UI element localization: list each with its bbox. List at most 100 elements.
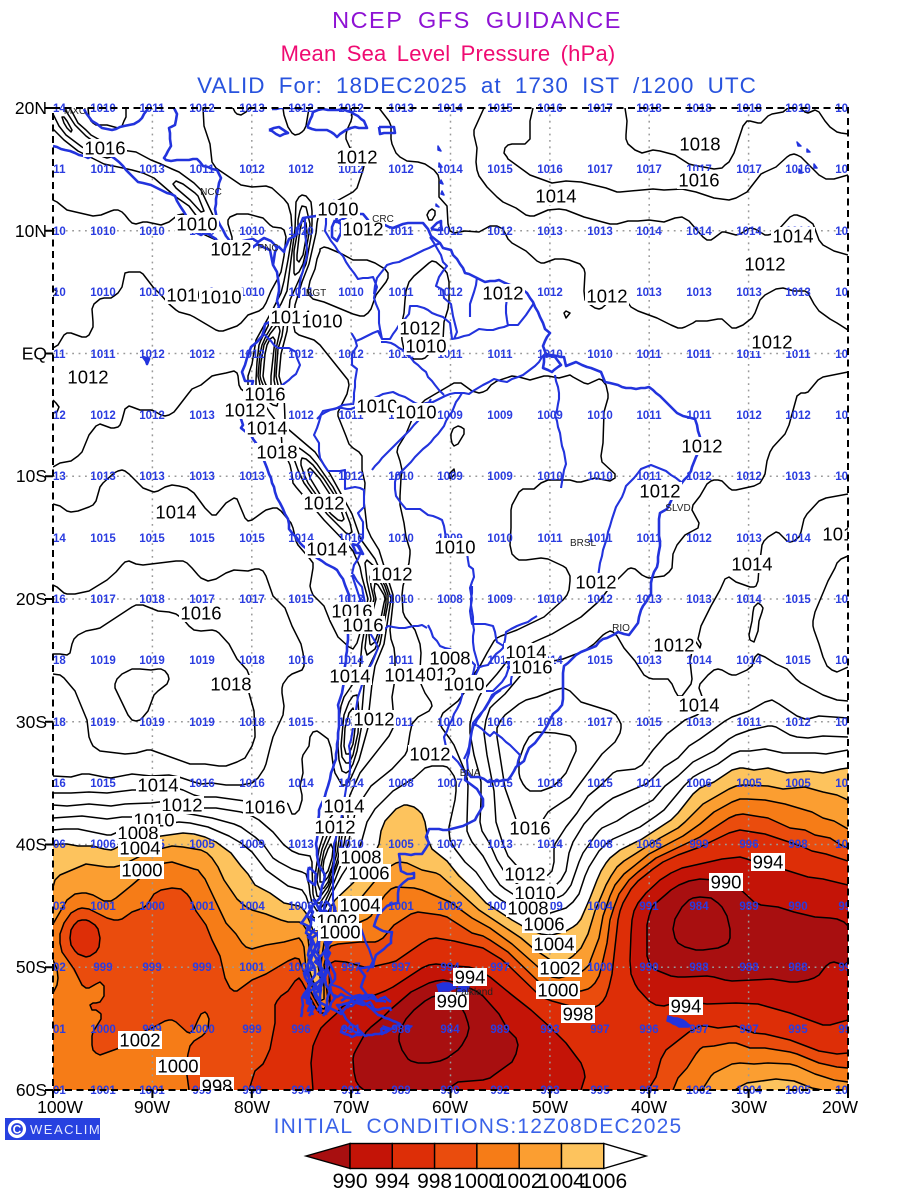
svg-text:1013: 1013 [139,471,165,483]
svg-text:1000: 1000 [454,1170,501,1193]
svg-text:999: 999 [242,1024,261,1036]
svg-text:991: 991 [639,901,659,913]
svg-text:1015: 1015 [636,717,662,729]
svg-text:1012: 1012 [139,410,165,422]
svg-text:WEACLIM: WEACLIM [30,1122,101,1137]
svg-text:1012: 1012 [161,795,202,816]
svg-text:1013: 1013 [835,471,861,483]
svg-text:1014: 1014 [338,655,364,667]
svg-text:1010: 1010 [405,336,446,357]
svg-text:1011: 1011 [637,349,663,361]
svg-text:1002: 1002 [119,1030,160,1051]
svg-text:1013: 1013 [288,839,314,851]
svg-text:1001: 1001 [239,962,265,974]
svg-text:993: 993 [540,1024,559,1036]
svg-text:990: 990 [838,962,857,974]
svg-text:10S: 10S [16,466,47,486]
svg-text:1010: 1010 [443,674,484,695]
svg-text:1007: 1007 [437,839,463,851]
svg-text:1012: 1012 [353,709,394,730]
svg-text:1012: 1012 [751,332,792,353]
svg-text:NCC: NCC [200,187,222,198]
svg-text:80W: 80W [234,1097,270,1117]
svg-text:1012: 1012 [409,744,450,765]
svg-text:994: 994 [375,1170,410,1193]
svg-text:1018: 1018 [239,717,265,729]
svg-text:NCEP GFS GUIDANCE: NCEP GFS GUIDANCE [332,7,622,33]
svg-text:MXC: MXC [64,106,86,117]
svg-text:1013: 1013 [785,471,811,483]
svg-text:1013: 1013 [636,655,662,667]
svg-text:1011: 1011 [687,349,713,361]
svg-text:1014: 1014 [155,502,196,523]
svg-text:1016: 1016 [678,170,719,191]
svg-text:1018: 1018 [139,594,165,606]
svg-text:1009: 1009 [437,471,463,483]
svg-text:1016: 1016 [511,657,552,678]
svg-text:1012: 1012 [303,493,344,514]
svg-text:1013: 1013 [189,410,215,422]
svg-text:1018: 1018 [636,103,662,115]
svg-text:1012: 1012 [90,410,116,422]
svg-text:991: 991 [838,901,858,913]
svg-text:40W: 40W [631,1097,667,1117]
svg-text:1000: 1000 [139,901,165,913]
svg-text:10N: 10N [15,221,47,241]
svg-text:999: 999 [689,839,708,851]
svg-text:1004: 1004 [239,901,265,913]
svg-text:1011: 1011 [637,471,663,483]
svg-text:1012: 1012 [67,367,108,388]
svg-text:1014: 1014 [535,186,576,207]
svg-text:1013: 1013 [835,410,861,422]
svg-text:1013: 1013 [40,471,66,483]
svg-text:1010: 1010 [514,883,555,904]
svg-text:1014: 1014 [686,226,712,238]
svg-text:60W: 60W [432,1097,468,1117]
svg-text:997: 997 [689,1024,708,1036]
svg-text:1013: 1013 [736,533,762,545]
svg-text:1001: 1001 [40,1024,66,1036]
svg-text:EQ: EQ [22,344,47,364]
svg-text:1013: 1013 [139,164,165,176]
svg-text:1018: 1018 [40,717,66,729]
svg-text:1005: 1005 [388,839,414,851]
svg-text:1011: 1011 [91,164,117,176]
svg-text:1012: 1012 [189,103,215,115]
svg-text:1014: 1014 [835,226,861,238]
svg-text:Falkland: Falkland [455,987,493,998]
svg-text:1004: 1004 [339,895,380,916]
svg-text:1010: 1010 [166,285,207,306]
svg-text:1010: 1010 [437,717,463,729]
svg-text:1019: 1019 [189,717,215,729]
svg-text:1016: 1016 [835,655,861,667]
svg-text:1011: 1011 [41,349,67,361]
svg-text:1013: 1013 [636,287,662,299]
svg-text:999: 999 [93,962,112,974]
svg-text:1005: 1005 [785,778,811,790]
svg-text:1012: 1012 [342,219,383,240]
svg-text:1010: 1010 [356,396,397,417]
svg-text:1012: 1012 [139,349,165,361]
svg-text:1014: 1014 [384,665,425,686]
svg-text:1013: 1013 [686,287,712,299]
svg-text:1018: 1018 [679,134,720,155]
svg-text:1015: 1015 [487,103,513,115]
svg-text:1015: 1015 [288,594,314,606]
svg-text:1016: 1016 [288,655,314,667]
svg-text:1012: 1012 [314,817,355,838]
svg-text:1010: 1010 [40,287,66,299]
svg-text:1006: 1006 [580,1170,627,1193]
svg-text:1012: 1012 [482,283,523,304]
svg-text:1017: 1017 [239,594,265,606]
svg-text:1007: 1007 [437,778,463,790]
svg-text:1012: 1012 [189,349,215,361]
svg-text:1012: 1012 [338,164,364,176]
svg-text:1012: 1012 [639,481,680,502]
svg-text:1000: 1000 [587,962,613,974]
svg-text:1016: 1016 [509,818,550,839]
svg-text:1012: 1012 [487,226,513,238]
svg-text:986: 986 [391,1024,410,1036]
svg-text:1004: 1004 [538,1170,585,1193]
svg-text:1000: 1000 [90,1024,116,1036]
svg-text:1010: 1010 [587,410,613,422]
